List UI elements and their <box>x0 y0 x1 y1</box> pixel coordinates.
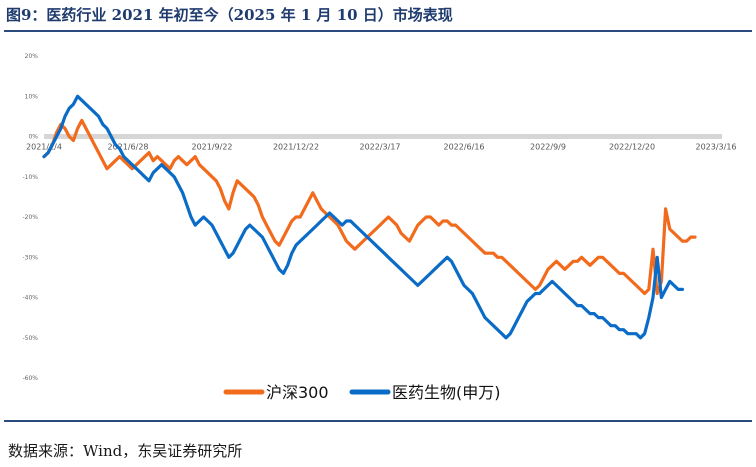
x-tick-label: 2023/3/16 <box>695 143 736 152</box>
x-tick-label: 2022/3/17 <box>359 143 400 152</box>
y-tick-label: 0% <box>28 134 38 141</box>
x-tick-label: 2021/1/4 <box>26 143 62 152</box>
y-tick-label: 20% <box>25 53 39 60</box>
x-axis-ticks: 2021/1/4 2021/6/28 2021/9/22 2021/12/22 2022… <box>26 143 736 152</box>
x-tick-label: 2021/6/28 <box>107 143 148 152</box>
y-axis-ticks: 20% 10% 0% -10% -20% -30% -40% -50% -60% <box>22 53 38 382</box>
x-tick-label: 2022/12/20 <box>609 143 655 152</box>
x-tick-label: 2022/6/16 <box>443 143 484 152</box>
bottom-rule <box>4 420 752 422</box>
y-tick-label: -50% <box>22 335 38 342</box>
series-group <box>42 94 697 340</box>
figure-title: 图9：医药行业 2021 年初至今（2025 年 1 月 10 日）市场表现 <box>6 6 453 24</box>
source-note: 数据来源：Wind，东吴证券研究所 <box>8 442 243 460</box>
y-tick-label: -40% <box>22 295 38 302</box>
x-tick-label: 2021/9/22 <box>191 143 232 152</box>
y-tick-label: -60% <box>22 375 38 382</box>
x-tick-label: 2021/12/22 <box>273 143 319 152</box>
series-line-csi300 <box>42 118 697 296</box>
legend-item-pharma-label: 医药生物(申万) <box>392 383 501 402</box>
top-rule <box>4 30 752 32</box>
legend: 沪深300 医药生物(申万) <box>223 383 501 402</box>
y-tick-label: -30% <box>22 254 38 261</box>
y-tick-label: -20% <box>22 214 38 221</box>
line-chart: 20% 10% 0% -10% -20% -30% -40% -50% -60% 2021/1/… <box>22 53 736 402</box>
y-tick-label: -10% <box>22 174 38 181</box>
series-line-pharma <box>42 94 684 340</box>
x-tick-label: 2022/9/9 <box>530 143 566 152</box>
legend-item-csi300-label: 沪深300 <box>266 383 329 402</box>
y-tick-label: 10% <box>25 93 39 100</box>
